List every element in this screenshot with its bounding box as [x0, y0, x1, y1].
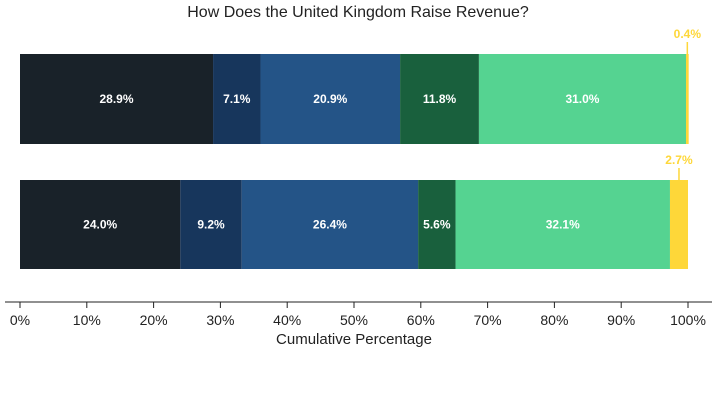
- bar-segment: [455, 180, 670, 269]
- bars-layer: 28.9% 7.1% 20.9% 11.8% 31.0% 0.4% 24.0% 9.2% 26.…: [20, 27, 701, 269]
- segment-label: 26.4%: [313, 218, 347, 232]
- x-axis-title: Cumulative Percentage: [276, 331, 432, 348]
- segment-label: 28.9%: [100, 92, 134, 106]
- segment-label: 0.4%: [674, 27, 702, 41]
- segment-label: 32.1%: [546, 218, 580, 232]
- bar-segment: [400, 54, 479, 144]
- segment-label: 7.1%: [223, 92, 251, 106]
- bar-segment: [478, 54, 686, 144]
- x-tick-label: 50%: [340, 312, 368, 328]
- segment-label: 2.7%: [665, 153, 693, 167]
- segment-label: 24.0%: [83, 218, 117, 232]
- segment-label: 9.2%: [197, 218, 225, 232]
- segment-label: 20.9%: [313, 92, 347, 106]
- bar-segment: [669, 180, 688, 269]
- bar-segment: [213, 54, 261, 144]
- x-tick-label: 0%: [10, 312, 30, 328]
- bar-segment: [180, 180, 242, 269]
- segment-label: 5.6%: [423, 218, 451, 232]
- x-tick-label: 90%: [607, 312, 635, 328]
- x-tick-label: 40%: [273, 312, 301, 328]
- segment-label: 11.8%: [423, 92, 457, 106]
- bar-segment: [260, 54, 401, 144]
- x-axis: 0% 10% 20% 30% 40% 50% 60% 70% 80% 90% 100%: [5, 301, 712, 328]
- x-tick-label: 20%: [140, 312, 168, 328]
- bar-segment: [241, 180, 419, 269]
- x-tick-label: 80%: [540, 312, 568, 328]
- x-tick-label: 10%: [73, 312, 101, 328]
- bar-segment: [20, 54, 214, 144]
- chart-title: How Does the United Kingdom Raise Revenu…: [187, 4, 529, 21]
- x-tick-label: 70%: [474, 312, 502, 328]
- bar-segment: [20, 180, 181, 269]
- x-tick-label: 60%: [407, 312, 435, 328]
- segment-label: 31.0%: [565, 92, 599, 106]
- x-tick-label: 100%: [670, 312, 706, 328]
- bar-segment: [418, 180, 456, 269]
- x-tick-label: 30%: [206, 312, 234, 328]
- bar-segment: [685, 54, 689, 144]
